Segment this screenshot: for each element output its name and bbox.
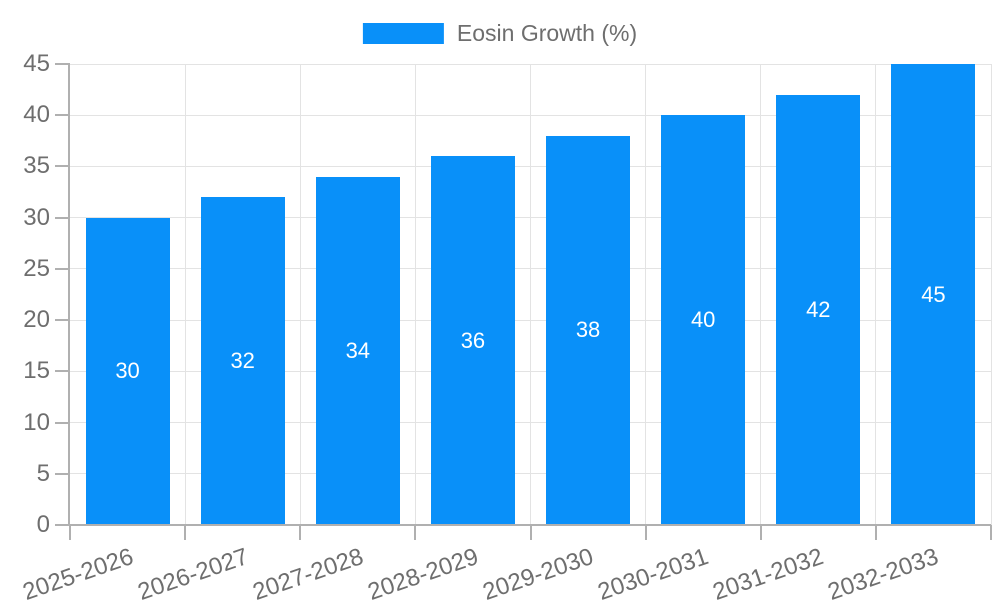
y-axis-tick-label: 30 bbox=[23, 203, 50, 231]
bar-value-label: 45 bbox=[921, 281, 946, 307]
x-axis-line bbox=[68, 524, 991, 526]
v-gridline bbox=[875, 64, 877, 525]
v-gridline bbox=[530, 64, 531, 525]
y-axis-tick-label: 10 bbox=[23, 408, 50, 436]
bar-2025-2026[interactable] bbox=[85, 217, 170, 525]
y-axis-tick-label: 5 bbox=[36, 459, 50, 487]
bar-2028-2029[interactable] bbox=[430, 156, 515, 525]
y-axis-line bbox=[68, 64, 70, 525]
bar-value-label: 34 bbox=[345, 337, 371, 363]
bar-value-label: 30 bbox=[115, 358, 140, 384]
y-axis-tick bbox=[55, 165, 70, 168]
v-gridline bbox=[184, 64, 186, 525]
bar-2030-2031[interactable] bbox=[661, 115, 746, 525]
y-axis-tick-label: 0 bbox=[36, 511, 50, 538]
legend-item[interactable]: Eosin Growth (%) bbox=[362, 20, 638, 47]
x-axis-tick bbox=[414, 525, 417, 540]
y-axis-tick bbox=[55, 216, 70, 219]
y-axis-tick-label: 20 bbox=[23, 306, 50, 334]
y-axis-tick-label: 25 bbox=[23, 254, 50, 282]
y-axis-tick bbox=[55, 267, 70, 270]
bar-value-label: 42 bbox=[806, 296, 831, 322]
x-axis-tick bbox=[644, 525, 647, 540]
y-axis-tick bbox=[55, 370, 70, 373]
x-axis-tick bbox=[874, 525, 877, 540]
v-gridline bbox=[990, 64, 992, 525]
y-axis-tick-label: 40 bbox=[23, 101, 50, 129]
bar-value-label: 40 bbox=[690, 307, 716, 333]
x-axis-tick bbox=[184, 525, 187, 540]
legend-label: Eosin Growth (%) bbox=[456, 20, 638, 46]
v-gridline bbox=[760, 64, 762, 525]
x-axis-tick bbox=[299, 525, 302, 540]
bar-2032-2033[interactable] bbox=[891, 64, 976, 525]
bar-value-label: 38 bbox=[575, 317, 601, 343]
y-axis-tick bbox=[55, 472, 70, 475]
y-axis-tick bbox=[55, 524, 70, 526]
x-axis-tick bbox=[759, 525, 762, 540]
y-axis-tick-label: 45 bbox=[23, 50, 50, 77]
bar-2031-2032[interactable] bbox=[776, 94, 861, 525]
y-axis-tick bbox=[55, 63, 70, 65]
bar-2029-2030[interactable] bbox=[546, 135, 631, 525]
y-axis-tick bbox=[55, 421, 70, 424]
v-gridline bbox=[414, 64, 416, 525]
x-axis-tick bbox=[529, 525, 532, 540]
x-axis-tick bbox=[69, 525, 71, 540]
bar-2027-2028[interactable] bbox=[315, 176, 400, 525]
v-gridline bbox=[299, 64, 301, 525]
y-axis-tick bbox=[55, 114, 70, 117]
bar-value-label: 36 bbox=[460, 327, 486, 353]
y-axis-tick-label: 15 bbox=[23, 357, 50, 385]
y-axis-tick-label: 35 bbox=[23, 152, 50, 180]
bar-2026-2027[interactable] bbox=[200, 197, 285, 525]
bar-value-label: 32 bbox=[230, 348, 255, 374]
v-gridline bbox=[645, 64, 647, 525]
x-axis-tick bbox=[990, 525, 992, 540]
y-axis-tick bbox=[55, 319, 70, 322]
legend-swatch bbox=[362, 23, 444, 44]
